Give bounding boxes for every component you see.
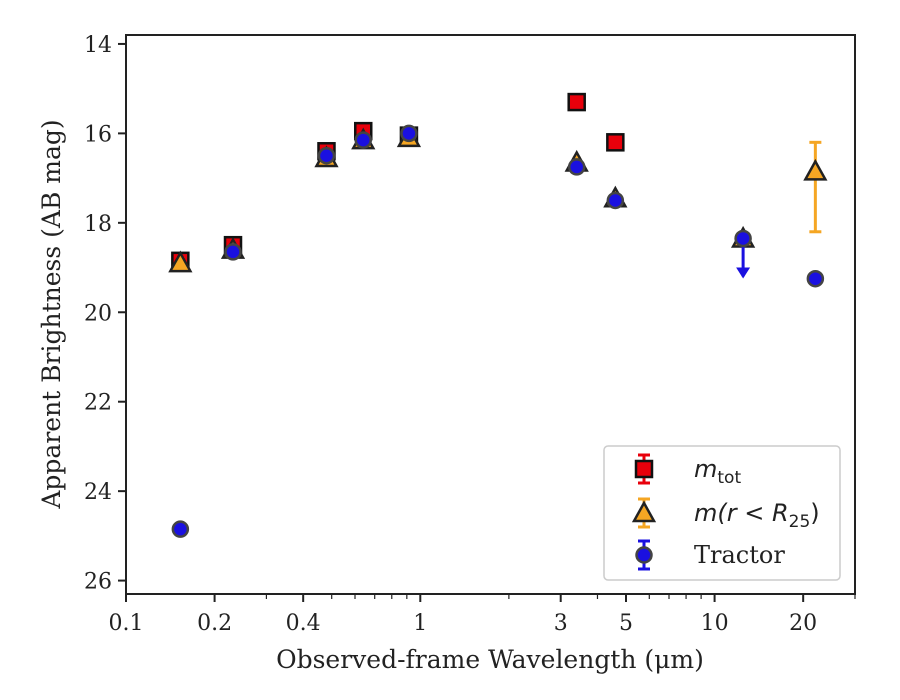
x-tick-label: 20 — [789, 611, 817, 636]
axis-ticks: 0.1 0.2 0.4 1 3 5 10 20 14 16 18 20 22 24 26 — [84, 33, 856, 636]
series-square — [171, 92, 625, 271]
upper-limit-arrowhead — [736, 267, 751, 279]
data-point-square — [606, 133, 625, 152]
x-tick-label: 0.4 — [286, 611, 321, 636]
data-point-triangle — [803, 158, 828, 181]
y-tick-label: 18 — [84, 212, 112, 237]
series-triangle — [168, 125, 828, 273]
data-point-circle — [400, 124, 418, 143]
legend-label: mtot — [694, 455, 741, 488]
data-point-triangle — [168, 250, 193, 273]
data-markers — [168, 92, 828, 538]
y-tick-label: 26 — [84, 570, 112, 595]
x-tick-label: 0.1 — [109, 611, 144, 636]
x-tick-label: 10 — [701, 611, 729, 636]
data-point-circle — [224, 243, 242, 261]
x-tick-label: 3 — [554, 611, 568, 636]
y-tick-label: 20 — [84, 301, 112, 326]
error-bar — [809, 140, 822, 234]
y-tick-label: 14 — [84, 33, 112, 58]
legend-marker-square — [634, 459, 654, 479]
legend-marker-triangle — [631, 500, 657, 523]
legend-label-main: m — [694, 455, 717, 483]
data-point-circle — [354, 131, 373, 149]
data-point-circle — [317, 146, 336, 165]
legend-label-subscript: 25 — [789, 512, 811, 532]
legend: mtot m(r < R25) Tractor — [603, 445, 841, 581]
data-point-square — [567, 92, 586, 112]
y-axis-title: Apparent Brightness (AB mag) — [37, 119, 66, 509]
series-circle — [171, 124, 825, 538]
data-point-circle — [567, 158, 586, 176]
data-point-circle — [171, 520, 190, 538]
legend-label-subscript: tot — [717, 468, 741, 488]
legend-marker-circle — [635, 546, 653, 564]
legend-label: Tractor — [694, 541, 785, 569]
y-tick-label: 16 — [84, 122, 112, 147]
data-point-circle — [606, 191, 625, 210]
legend-label: m(r < R25) — [694, 499, 820, 532]
data-point-circle — [806, 269, 825, 288]
x-tick-label: 1 — [413, 611, 427, 636]
legend-label-main: m(r < R — [694, 499, 789, 527]
plot-frame — [125, 34, 856, 595]
legend-box — [603, 445, 841, 581]
x-axis-title: Observed-frame Wavelength (μm) — [276, 645, 704, 674]
x-tick-label: 0.2 — [197, 611, 232, 636]
y-tick-label: 24 — [84, 480, 112, 505]
data-point-circle — [734, 229, 752, 248]
x-tick-label: 5 — [619, 611, 633, 636]
legend-label-tail: ) — [810, 499, 819, 527]
y-tick-label: 22 — [84, 391, 112, 416]
